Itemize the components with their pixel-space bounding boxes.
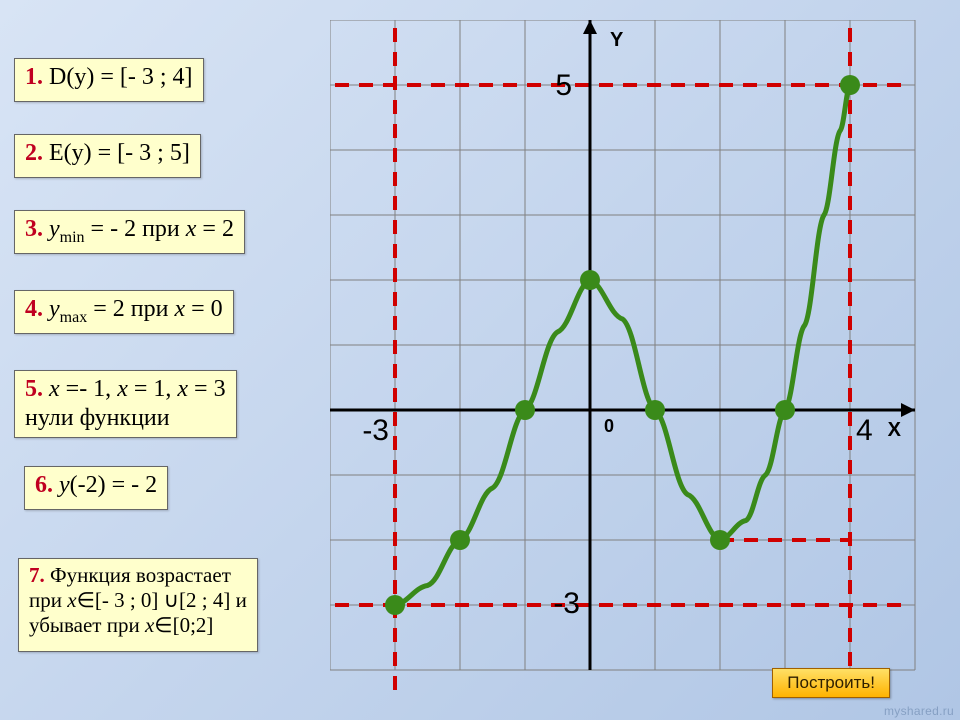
property-2-range: 2. E(y) = [- 3 ; 5] [14,134,201,178]
function-chart: 0 X Y -3 4 5 -3 [330,20,934,700]
svg-text:0: 0 [604,416,614,436]
property-5-zeros: 5. x =- 1, x = 1, x = 3нули функции [14,370,237,438]
svg-text:5: 5 [555,69,572,102]
property-6-value: 6. y(-2) = - 2 [24,466,168,510]
svg-text:-3: -3 [553,587,580,620]
property-3-ymin: 3. ymin = - 2 при x = 2 [14,210,245,254]
svg-text:4: 4 [856,414,873,447]
property-7-monotonic: 7. Функция возрастаетпри x∈[- 3 ; 0] ∪[2… [18,558,258,652]
property-1-domain: 1. D(y) = [- 3 ; 4] [14,58,204,102]
build-button[interactable]: Построить! [772,668,890,698]
svg-text:Y: Y [610,29,624,51]
svg-text:-3: -3 [362,414,389,447]
watermark: myshared.ru [884,704,954,718]
property-4-ymax: 4. ymax = 2 при x = 0 [14,290,234,334]
svg-text:X: X [888,419,902,441]
